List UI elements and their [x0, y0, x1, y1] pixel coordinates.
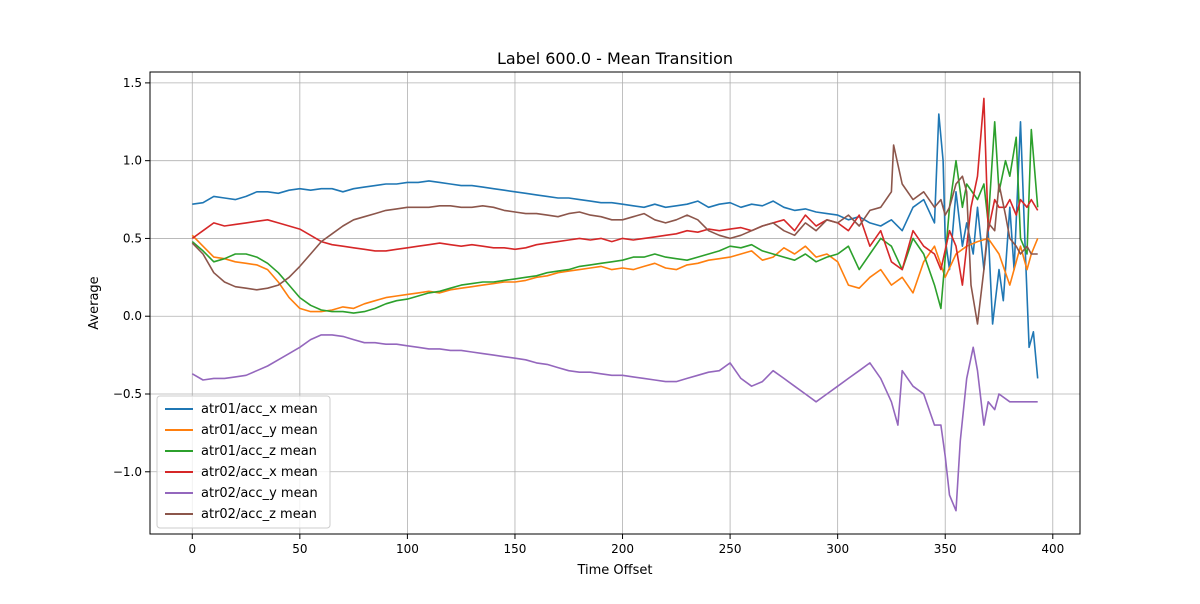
chart-title: Label 600.0 - Mean Transition — [497, 49, 733, 68]
series-line-5 — [191, 334, 1038, 512]
series-line-1 — [192, 113, 1039, 379]
y-tick-label: −0.5 — [113, 387, 142, 401]
series-line-6 — [191, 144, 1038, 325]
series-line-3 — [191, 121, 1039, 314]
y-tick-label: 0.5 — [123, 231, 142, 245]
y-tick-label: 1.5 — [123, 76, 142, 90]
x-tick-label: 400 — [1041, 542, 1064, 556]
legend-label: atr02/acc_z mean — [201, 507, 317, 522]
x-tick-label: 50 — [292, 542, 307, 556]
series-layer — [191, 97, 1039, 512]
plot-area-frame — [149, 71, 1081, 535]
grid-layer — [150, 72, 1080, 534]
tick-layer: 0 50 100 150 200 250 300 350 400 −1.0 −0.5 0.0 0.5 1.… — [113, 76, 1064, 556]
series-line-2 — [191, 234, 1039, 313]
x-axis-label: Time Offset — [576, 563, 652, 578]
legend-label: atr01/acc_x mean — [201, 402, 318, 417]
y-axis-label: Average — [87, 276, 102, 329]
x-tick-label: 0 — [188, 542, 196, 556]
y-tick-label: −1.0 — [113, 465, 142, 479]
legend-label: atr02/acc_y mean — [201, 486, 318, 501]
legend-box — [156, 395, 331, 529]
x-tick-label: 200 — [611, 542, 634, 556]
x-tick-label: 150 — [504, 542, 527, 556]
legend: atr01/acc_x mean atr01/acc_y mean atr01/ac… — [156, 395, 331, 529]
series-line-4 — [191, 97, 1039, 286]
y-tick-label: 0.0 — [123, 309, 142, 323]
x-tick-label: 250 — [719, 542, 742, 556]
legend-label: atr01/acc_z mean — [201, 444, 317, 459]
legend-label: atr01/acc_y mean — [201, 423, 318, 438]
x-tick-label: 100 — [396, 542, 419, 556]
x-tick-label: 350 — [934, 542, 957, 556]
x-tick-label: 300 — [826, 542, 849, 556]
y-tick-label: 1.0 — [123, 154, 142, 168]
legend-label: atr02/acc_x mean — [201, 465, 318, 480]
